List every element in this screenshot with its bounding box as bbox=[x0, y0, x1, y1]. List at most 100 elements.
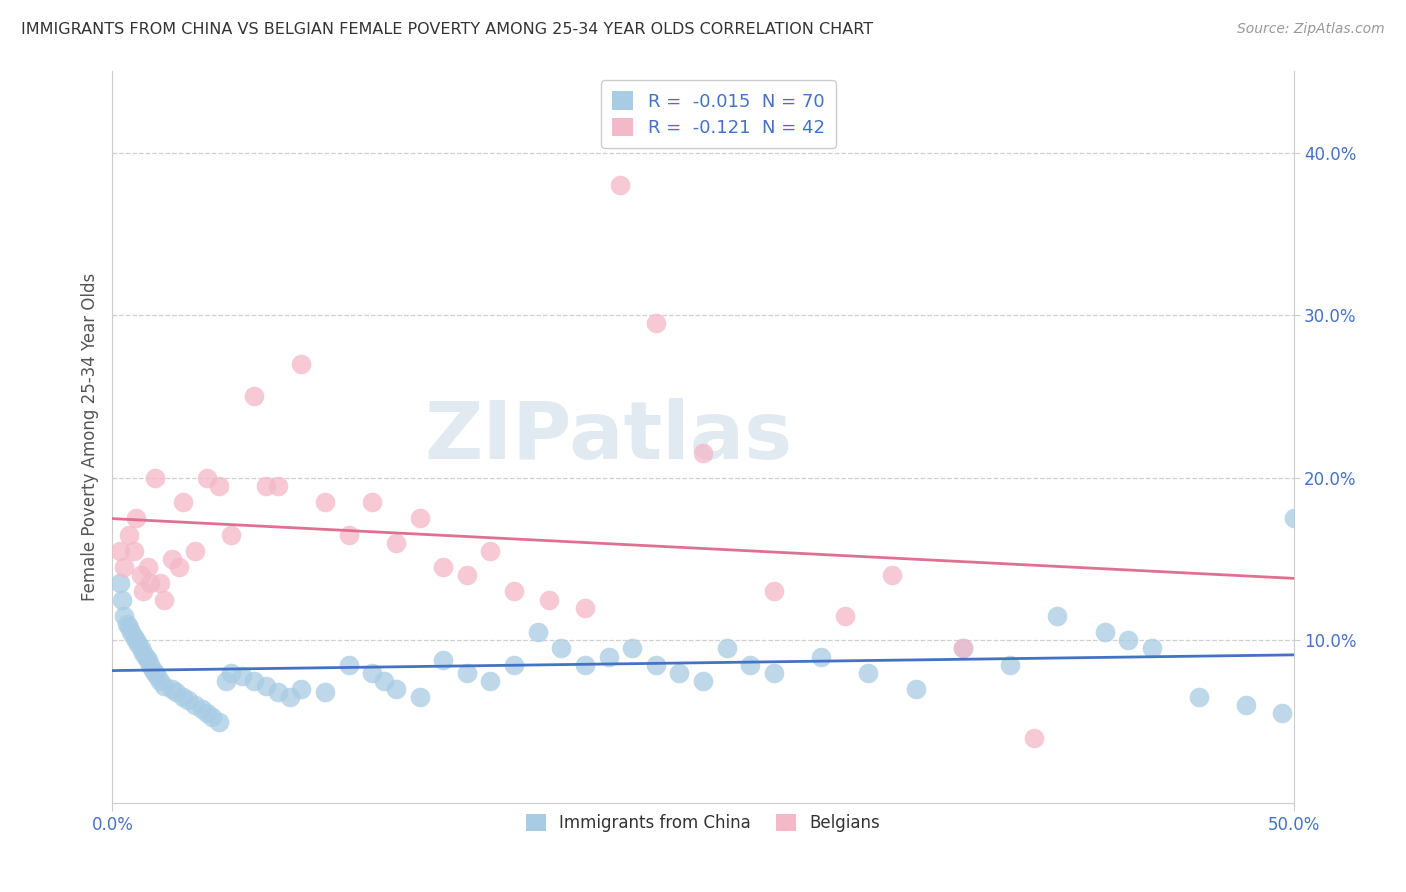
Point bbox=[219, 665, 242, 680]
Point bbox=[503, 584, 526, 599]
Point bbox=[1022, 731, 1045, 745]
Point bbox=[904, 681, 927, 696]
Point bbox=[550, 641, 572, 656]
Point bbox=[201, 709, 224, 723]
Y-axis label: Female Poverty Among 25-34 Year Olds: Female Poverty Among 25-34 Year Olds bbox=[80, 273, 98, 601]
Point bbox=[479, 673, 502, 688]
Point bbox=[172, 690, 194, 705]
Point bbox=[160, 552, 183, 566]
Point bbox=[762, 584, 785, 599]
Point bbox=[1188, 690, 1211, 705]
Point bbox=[1234, 698, 1257, 713]
Point bbox=[267, 479, 290, 493]
Point bbox=[385, 681, 408, 696]
Point bbox=[122, 630, 145, 644]
Point bbox=[432, 560, 454, 574]
Point bbox=[254, 679, 277, 693]
Point bbox=[231, 669, 253, 683]
Point bbox=[278, 690, 301, 705]
Point bbox=[456, 665, 478, 680]
Point bbox=[290, 681, 312, 696]
Point bbox=[125, 633, 148, 648]
Point bbox=[142, 663, 165, 677]
Point bbox=[149, 576, 172, 591]
Point bbox=[503, 657, 526, 672]
Point bbox=[456, 568, 478, 582]
Point bbox=[1282, 511, 1305, 525]
Point bbox=[314, 495, 336, 509]
Point bbox=[160, 681, 183, 696]
Point bbox=[479, 544, 502, 558]
Point bbox=[644, 316, 666, 330]
Point bbox=[598, 649, 620, 664]
Point bbox=[167, 560, 190, 574]
Text: ZIPatlas: ZIPatlas bbox=[425, 398, 793, 476]
Point bbox=[762, 665, 785, 680]
Point bbox=[111, 592, 134, 607]
Point bbox=[143, 471, 166, 485]
Point bbox=[136, 560, 159, 574]
Point bbox=[574, 657, 596, 672]
Point bbox=[1140, 641, 1163, 656]
Point bbox=[215, 673, 238, 688]
Point bbox=[136, 653, 159, 667]
Point bbox=[952, 641, 974, 656]
Point bbox=[526, 625, 548, 640]
Point bbox=[254, 479, 277, 493]
Point bbox=[112, 560, 135, 574]
Point bbox=[184, 544, 207, 558]
Point bbox=[267, 685, 290, 699]
Point bbox=[1271, 706, 1294, 721]
Point bbox=[692, 446, 714, 460]
Point bbox=[1116, 633, 1139, 648]
Point bbox=[621, 641, 644, 656]
Point bbox=[132, 584, 155, 599]
Point bbox=[139, 657, 162, 672]
Point bbox=[195, 471, 218, 485]
Text: Source: ZipAtlas.com: Source: ZipAtlas.com bbox=[1237, 22, 1385, 37]
Point bbox=[118, 620, 141, 634]
Point bbox=[538, 592, 561, 607]
Point bbox=[692, 673, 714, 688]
Point bbox=[998, 657, 1021, 672]
Point bbox=[314, 685, 336, 699]
Point bbox=[122, 544, 145, 558]
Point bbox=[118, 527, 141, 541]
Point bbox=[120, 625, 142, 640]
Point bbox=[337, 657, 360, 672]
Point bbox=[810, 649, 832, 664]
Point bbox=[143, 665, 166, 680]
Point bbox=[243, 673, 266, 688]
Point bbox=[139, 576, 162, 591]
Point bbox=[177, 693, 200, 707]
Point bbox=[609, 178, 631, 193]
Point bbox=[373, 673, 395, 688]
Point bbox=[880, 568, 903, 582]
Point bbox=[108, 576, 131, 591]
Point bbox=[115, 617, 138, 632]
Point bbox=[716, 641, 738, 656]
Point bbox=[408, 511, 430, 525]
Point bbox=[208, 714, 231, 729]
Point bbox=[1094, 625, 1116, 640]
Point bbox=[574, 600, 596, 615]
Point bbox=[108, 544, 131, 558]
Point bbox=[385, 535, 408, 549]
Point bbox=[834, 608, 856, 623]
Point bbox=[290, 357, 312, 371]
Point bbox=[172, 495, 194, 509]
Point bbox=[361, 665, 384, 680]
Point bbox=[432, 653, 454, 667]
Point bbox=[127, 636, 149, 650]
Point bbox=[208, 479, 231, 493]
Point bbox=[408, 690, 430, 705]
Point bbox=[740, 657, 762, 672]
Point bbox=[243, 389, 266, 403]
Point bbox=[184, 698, 207, 713]
Point bbox=[129, 568, 152, 582]
Point bbox=[129, 641, 152, 656]
Point bbox=[146, 669, 169, 683]
Point bbox=[195, 706, 218, 721]
Point bbox=[219, 527, 242, 541]
Point bbox=[149, 673, 172, 688]
